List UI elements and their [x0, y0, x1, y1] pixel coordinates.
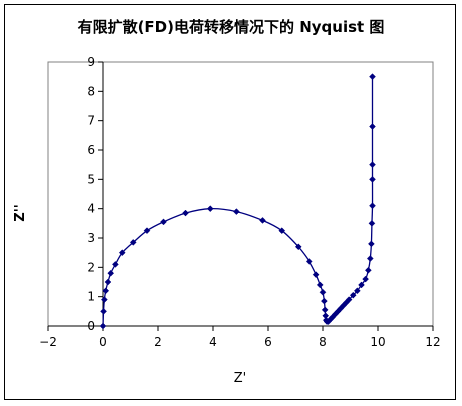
x-tick-label: 6 — [264, 335, 272, 349]
data-point — [362, 275, 369, 283]
data-point — [349, 291, 357, 299]
x-tick-label: 12 — [425, 335, 440, 349]
chart-title: 有限扩散(FD)电荷转移情况下的 Nyquist 图 — [77, 18, 385, 36]
data-point — [294, 243, 302, 251]
data-point — [368, 219, 376, 227]
data-point — [104, 278, 112, 286]
data-point — [160, 218, 167, 226]
data-point — [366, 255, 374, 262]
data-point — [321, 306, 329, 314]
data-point — [143, 227, 151, 235]
axes — [47, 61, 434, 331]
data-point — [278, 227, 286, 235]
y-tick-label: 1 — [87, 290, 95, 304]
y-tick-label: 5 — [87, 172, 95, 186]
y-tick-label: 6 — [87, 143, 95, 157]
plot-area — [47, 61, 434, 327]
data-point — [99, 322, 107, 330]
data-point — [118, 249, 126, 257]
data-point — [305, 258, 313, 265]
y-tick-label: 0 — [87, 319, 95, 333]
x-tick-label: 0 — [99, 335, 107, 349]
data-point — [369, 175, 376, 183]
data-point — [369, 202, 376, 210]
x-tick-label: 8 — [319, 335, 327, 349]
data-point — [112, 261, 119, 268]
data-point — [369, 123, 376, 130]
data-point — [358, 281, 365, 289]
data-point — [365, 266, 372, 274]
data-point — [129, 239, 137, 246]
data-points — [99, 73, 376, 330]
data-point — [101, 296, 108, 303]
data-point — [312, 271, 320, 279]
y-tick-label: 9 — [87, 55, 95, 69]
y-tick-label: 8 — [87, 84, 95, 98]
x-tick-label: 10 — [370, 335, 385, 349]
data-point — [206, 205, 214, 213]
data-point — [233, 208, 240, 215]
y-tick-label: 7 — [87, 114, 95, 128]
data-point — [369, 161, 376, 169]
data-point — [316, 281, 324, 289]
y-tick-label: 4 — [87, 202, 95, 216]
data-point — [100, 307, 107, 315]
x-axis-label: Z' — [234, 371, 246, 386]
data-point — [259, 217, 266, 224]
y-tick-label: 3 — [87, 231, 95, 245]
x-tick-label: 2 — [154, 335, 162, 349]
x-tick-label: −2 — [39, 335, 57, 349]
data-point — [368, 240, 375, 248]
data-point — [102, 287, 110, 295]
data-point — [354, 287, 361, 295]
data-point — [319, 288, 327, 296]
data-point — [369, 73, 376, 81]
data-point — [182, 209, 189, 217]
data-point — [107, 269, 115, 277]
data-point — [321, 297, 328, 305]
y-tick-label: 2 — [87, 260, 95, 274]
data-point — [345, 296, 353, 303]
y-axis-label: Z'' — [13, 204, 28, 221]
x-tick-label: 4 — [209, 335, 217, 349]
